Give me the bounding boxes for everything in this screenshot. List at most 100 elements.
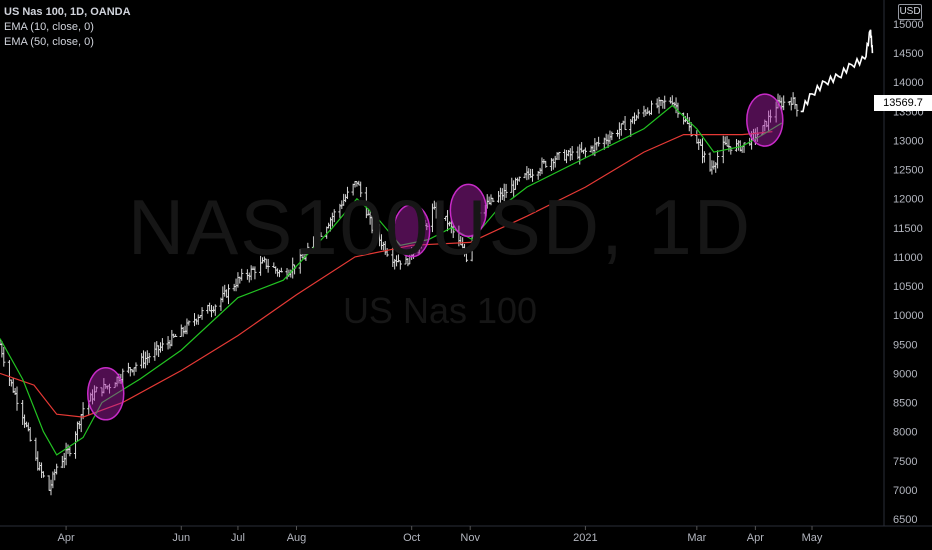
highlight-circle (392, 203, 431, 258)
ohlc-bar (2, 347, 6, 367)
ohlc-bar (240, 268, 244, 281)
ohlc-bar (94, 386, 98, 393)
ohlc-bar (107, 383, 112, 394)
ohlc-bar (411, 251, 416, 259)
ohlc-bar (530, 168, 535, 182)
y-tick-label: 13000 (893, 135, 924, 147)
ohlc-bar (200, 307, 204, 320)
ohlc-bar (544, 160, 548, 168)
ohlc-bar (715, 150, 720, 169)
ohlc-bar (649, 100, 654, 115)
y-tick-label: 8500 (893, 398, 917, 410)
ohlc-bar (174, 334, 178, 337)
ohlc-bar (147, 352, 151, 363)
ohlc-bar (768, 109, 773, 123)
ohlc-bar (359, 181, 363, 198)
ohlc-bar (478, 208, 482, 216)
y-tick-label: 6500 (893, 514, 917, 526)
x-tick-label: Oct (403, 532, 420, 544)
ohlc-bar (795, 104, 799, 117)
currency-badge[interactable]: USD (898, 4, 922, 20)
ohlc-bar (266, 258, 270, 273)
ohlc-bar (663, 95, 667, 109)
ema10-line (0, 104, 783, 456)
ohlc-bar (41, 471, 46, 478)
ohlc-bar (385, 248, 389, 257)
ohlc-bar (213, 304, 217, 316)
ohlc-bar (491, 197, 495, 203)
ohlc-bar (504, 183, 508, 198)
ohlc-bar (597, 136, 601, 147)
y-tick-label: 11500 (893, 223, 923, 235)
y-tick-label: 15000 (893, 19, 924, 31)
highlight-circle (87, 367, 125, 421)
ohlc-bar (570, 146, 574, 161)
ohlc-bar (610, 131, 614, 141)
legend-symbol[interactable]: US Nas 100, 1D, OANDA (4, 6, 131, 18)
ohlc-bar (451, 224, 455, 239)
ohlc-bar (81, 402, 85, 420)
chart-legend: US Nas 100, 1D, OANDA EMA (10, close, 0)… (4, 5, 131, 50)
highlight-circles (87, 93, 784, 421)
ohlc-bar (557, 151, 561, 161)
ohlc-bar (332, 209, 336, 223)
price-axis[interactable]: 6500 7000 7500 8000 8500 9000 9500 10000 10500 11… (893, 19, 924, 526)
ohlc-bar (636, 109, 640, 119)
ohlc-bar (345, 186, 350, 199)
y-tick-label: 9500 (893, 339, 917, 351)
y-tick-label: 12500 (893, 165, 924, 177)
x-tick-label: May (802, 532, 823, 544)
ohlc-bar (55, 463, 59, 475)
highlight-circle (449, 183, 488, 238)
ohlc-bar (438, 209, 442, 226)
y-tick-label: 12000 (893, 194, 924, 206)
highlight-circle (746, 93, 784, 147)
watermark-name: US Nas 100 (342, 290, 538, 331)
x-tick-label: Jul (231, 532, 245, 544)
x-tick-label: Apr (747, 532, 764, 544)
ohlc-bar (134, 362, 138, 372)
ohlc-bar (319, 232, 323, 237)
ema50-line (0, 131, 773, 418)
ohlc-bar (729, 146, 733, 155)
y-tick-label: 9000 (893, 368, 917, 380)
y-tick-label: 7500 (893, 456, 917, 468)
y-tick-label: 14000 (893, 77, 924, 89)
ohlc-bar (226, 284, 231, 305)
x-tick-label: Aug (287, 532, 307, 544)
ohlc-bar (623, 116, 627, 131)
ohlc-bar (279, 267, 283, 273)
watermark-ticker: NAS100USD, 1D (127, 183, 753, 271)
x-tick-label: 2021 (573, 532, 597, 544)
x-tick-label: Mar (687, 532, 706, 544)
legend-ema50[interactable]: EMA (50, close, 0) (4, 36, 94, 48)
ohlc-bar (253, 266, 257, 280)
ohlc-bar (425, 222, 429, 231)
y-tick-label: 14500 (893, 48, 924, 60)
y-tick-label: 11000 (893, 252, 923, 264)
ohlc-bar (702, 151, 706, 163)
y-tick-label: 8000 (893, 427, 917, 439)
x-tick-label: Apr (58, 532, 75, 544)
ohlc-bar (28, 427, 32, 442)
ohlc-bar (68, 446, 72, 457)
ohlc-bar (15, 386, 19, 411)
last-price-label: 13569.7 (874, 95, 932, 111)
x-tick-label: Jun (172, 532, 190, 544)
ohlc-bar (464, 251, 469, 263)
time-axis[interactable]: Apr Jun Jul Aug Oct Nov 2021 Mar Apr May (58, 526, 823, 544)
y-tick-label: 10500 (893, 281, 924, 293)
ohlc-bar (583, 147, 588, 158)
ohlc-bar (517, 176, 521, 182)
projected-path-line (800, 29, 874, 113)
ohlc-bar (187, 320, 191, 326)
ohlc-bar (782, 95, 786, 111)
ohlc-bar (306, 242, 310, 255)
ohlc-bar (372, 221, 376, 237)
projected-path (800, 29, 874, 113)
ohlc-bar (398, 260, 402, 270)
legend-ema10[interactable]: EMA (10, close, 0) (4, 21, 94, 33)
x-tick-label: Nov (460, 532, 480, 544)
